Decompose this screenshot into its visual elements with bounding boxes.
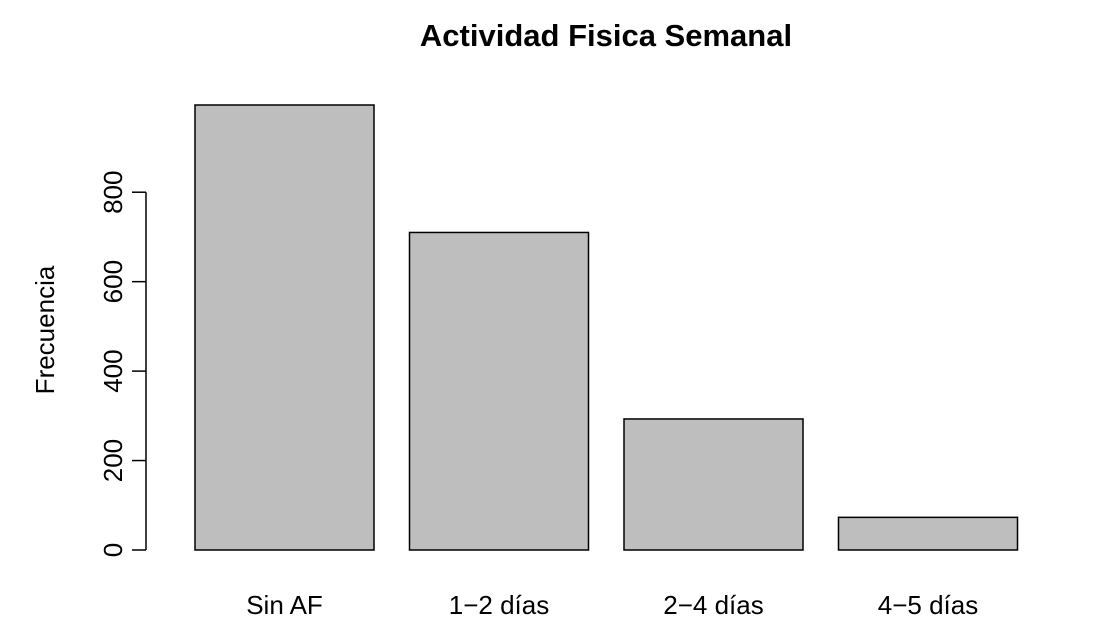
y-tick-label: 800: [98, 171, 128, 214]
chart-title: Actividad Fisica Semanal: [420, 18, 792, 53]
category-label: Sin AF: [246, 590, 323, 620]
y-axis: 0 200 400 600 800: [98, 171, 147, 557]
category-labels: Sin AF 1−2 días 2−4 días 4−5 días: [246, 590, 978, 620]
bar: [194, 104, 375, 551]
bar: [837, 516, 1019, 551]
bars-group: [194, 104, 1019, 551]
y-tick-label: 200: [98, 439, 128, 482]
bar: [623, 418, 804, 551]
y-axis-label: Frecuencia: [30, 265, 60, 394]
category-label: 2−4 días: [663, 590, 763, 620]
y-tick-label: 0: [98, 543, 128, 557]
y-tick-label: 400: [98, 349, 128, 392]
category-label: 4−5 días: [878, 590, 978, 620]
bar: [408, 231, 590, 551]
y-tick-label: 600: [98, 260, 128, 303]
category-label: 1−2 días: [449, 590, 549, 620]
